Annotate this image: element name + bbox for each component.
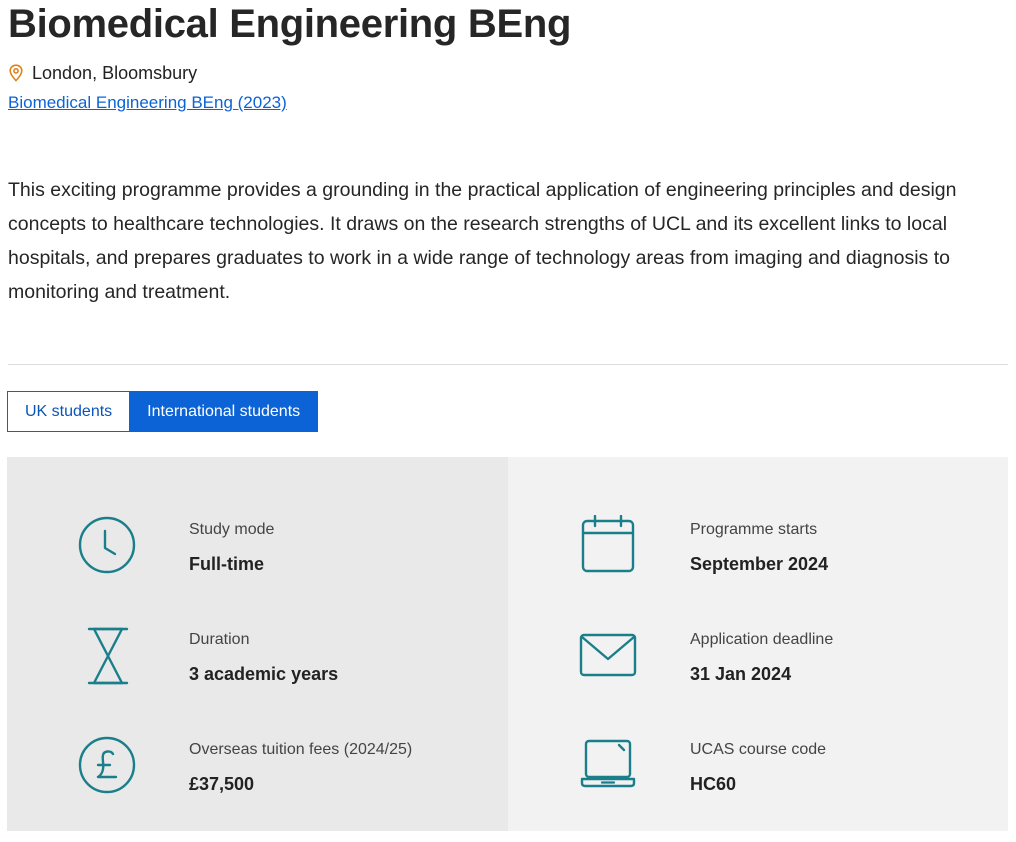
fact-value: September 2024 <box>690 554 829 574</box>
intro-paragraph: This exciting programme provides a groun… <box>8 179 957 303</box>
fact-label: Duration <box>189 631 250 648</box>
fact-label: UCAS course code <box>690 741 827 758</box>
fact-value: HC60 <box>690 774 737 794</box>
tab-international-students[interactable]: International students <box>129 391 319 432</box>
hourglass-icon <box>77 625 137 685</box>
location-text: London, Bloomsbury <box>32 63 198 83</box>
page-title: Biomedical Engineering BEng <box>8 2 572 46</box>
fact-value: Full-time <box>189 554 264 574</box>
fact-label: Overseas tuition fees (2024/25) <box>189 741 413 758</box>
envelope-icon <box>578 625 638 685</box>
location: London, Bloomsbury <box>8 61 197 85</box>
calendar-icon <box>578 515 638 575</box>
fact-value: 3 academic years <box>189 664 339 684</box>
fact-ucas-code: UCAS course code HC60 <box>508 733 1008 803</box>
tab-uk-students[interactable]: UK students <box>7 391 130 432</box>
fact-study-mode: Study mode Full-time <box>7 513 508 583</box>
laptop-icon <box>578 735 638 795</box>
location-pin-icon <box>8 64 24 82</box>
pound-icon <box>77 735 137 795</box>
fact-duration: Duration 3 academic years <box>7 623 508 693</box>
fact-tuition-fees: Overseas tuition fees (2024/25) £37,500 <box>7 733 508 803</box>
fact-application-deadline: Application deadline 31 Jan 2024 <box>508 623 1008 693</box>
fact-label: Application deadline <box>690 631 834 648</box>
key-facts-left: Study mode Full-time Duration 3 academic… <box>7 457 508 831</box>
fact-label: Programme starts <box>690 521 818 538</box>
programme-link[interactable]: Biomedical Engineering BEng (2023) <box>8 93 287 112</box>
divider <box>8 364 1008 365</box>
key-facts-panel: Study mode Full-time Duration 3 academic… <box>7 457 1008 831</box>
student-type-tabs: UK students International students <box>7 391 319 432</box>
fact-programme-starts: Programme starts September 2024 <box>508 513 1008 583</box>
fact-value: 31 Jan 2024 <box>690 664 792 684</box>
clock-icon <box>77 515 137 575</box>
key-facts-right: Programme starts September 2024 Applicat… <box>508 457 1008 831</box>
fact-label: Study mode <box>189 521 275 538</box>
fact-value: £37,500 <box>189 774 255 794</box>
